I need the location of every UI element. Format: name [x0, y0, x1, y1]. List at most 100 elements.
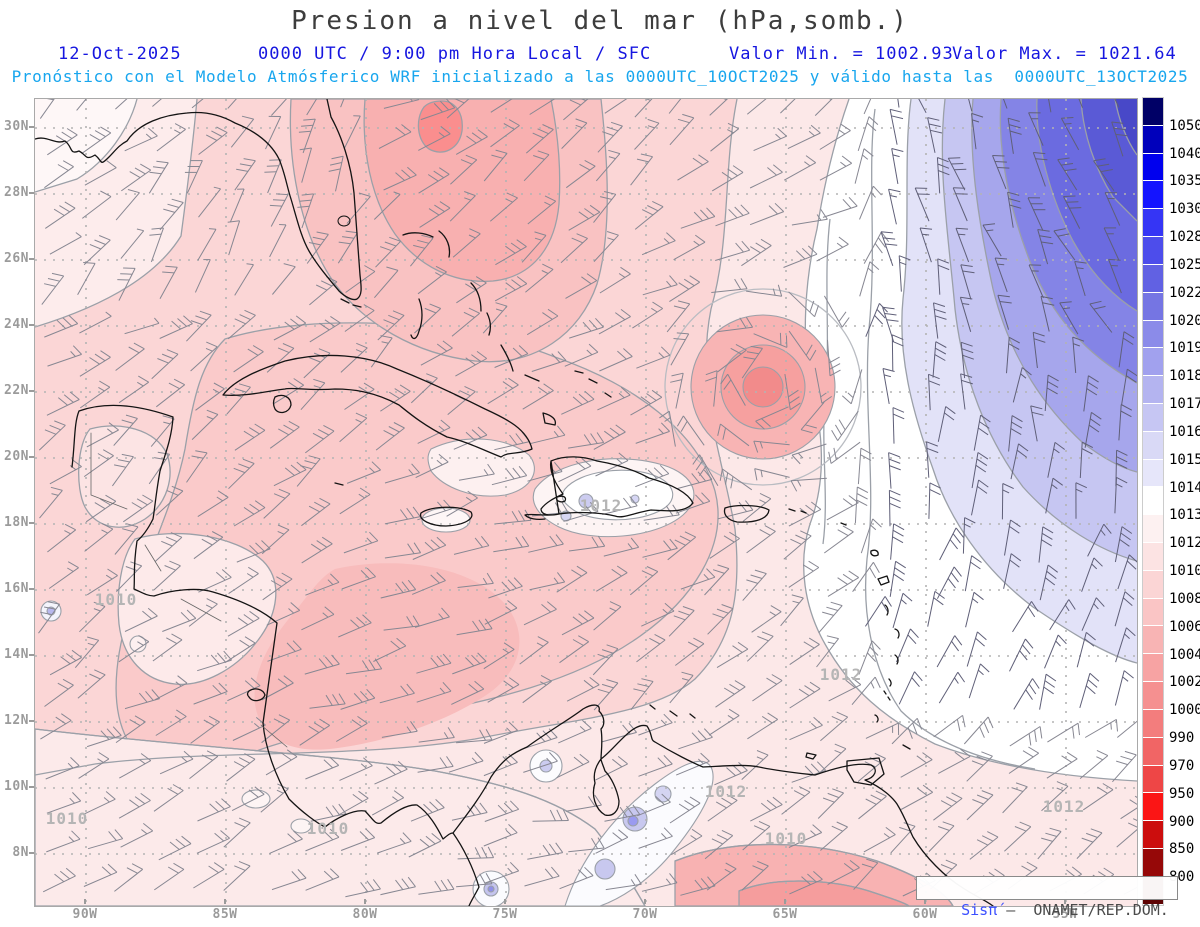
watermark-org: ONAMET/REP.DOM. [1033, 901, 1169, 919]
wind-barb [491, 465, 528, 486]
lon-label: 75W [492, 907, 518, 922]
colorbar-label: 1012 [1169, 535, 1200, 552]
wind-barb [791, 209, 828, 226]
colorbar-label: 1050 [1169, 117, 1200, 134]
wind-barb [818, 601, 843, 634]
wind-barb [680, 568, 716, 590]
wind-barb [936, 635, 963, 668]
wind-barb [854, 486, 869, 524]
lon-tick [784, 899, 786, 904]
colorbar-block [1143, 598, 1163, 627]
colorbar-block [1143, 459, 1163, 488]
wind-barb [860, 518, 882, 554]
wind-barb [716, 641, 749, 669]
wind-barb [115, 189, 140, 221]
wind-barb [188, 598, 218, 627]
wind-barb [153, 560, 181, 591]
wind-barb [692, 454, 719, 486]
lat-label: 26N [4, 251, 29, 266]
colorbar-label: 990 [1169, 730, 1195, 747]
wind-barb [346, 192, 371, 224]
wind-barb [1045, 477, 1063, 514]
wind-barb [113, 414, 138, 446]
wind-barb [159, 315, 193, 339]
wind-barb [882, 306, 899, 342]
wind-barb [418, 167, 450, 194]
wind-barb [1084, 718, 1118, 738]
wind-barb [742, 492, 772, 522]
wind-barb [124, 689, 160, 710]
wind-barb [637, 793, 671, 817]
wind-barb [417, 265, 447, 295]
lat-label: 14N [4, 647, 29, 662]
wind-barb [707, 604, 734, 635]
wind-barb [263, 488, 291, 519]
wind-barb [159, 198, 184, 231]
colorbar-label: 950 [1169, 785, 1195, 802]
wind-barb [890, 523, 905, 560]
wind-barb [529, 425, 566, 445]
wind-barb [49, 232, 82, 255]
wind-barb [418, 126, 451, 151]
colorbar-label: 1040 [1169, 145, 1200, 162]
wind-barb [159, 750, 194, 775]
wind-barb [84, 160, 117, 186]
wind-barb [115, 715, 146, 744]
wind-barb [791, 443, 827, 465]
wind-barb [1114, 476, 1128, 514]
wind-barb [831, 410, 859, 441]
wind-barb [527, 195, 557, 225]
wind-barb [224, 636, 256, 664]
colorbar-label: 1022 [1169, 284, 1200, 301]
wind-barb [593, 601, 622, 631]
wind-barb [741, 238, 772, 267]
wind-barb [1049, 599, 1076, 631]
wind-barb [523, 752, 558, 773]
wind-barb [453, 535, 490, 555]
wind-barb [490, 119, 520, 148]
wind-barb [568, 535, 606, 552]
wind-barb [47, 128, 78, 156]
wind-barb [1115, 627, 1136, 663]
wind-barb [374, 760, 408, 785]
wind-barb [456, 728, 493, 744]
wind-barb [749, 164, 783, 189]
wind-barb [937, 406, 956, 442]
wind-barb [301, 606, 335, 631]
wind-barb [1059, 301, 1079, 335]
colorbar-block [1143, 737, 1163, 766]
wind-barb [1060, 117, 1080, 151]
wind-barb [381, 721, 418, 738]
wind-barb [84, 523, 114, 552]
wind-barb [788, 291, 819, 318]
wind-barb [341, 567, 376, 590]
wind-barb [74, 636, 100, 669]
wind-barb [962, 517, 976, 554]
wind-barb [641, 602, 675, 627]
wind-barb [1083, 375, 1099, 412]
wind-barb [417, 756, 454, 773]
wind-barb [669, 796, 701, 824]
wind-barb [1039, 564, 1059, 601]
wind-barb [233, 345, 264, 373]
wind-barb [666, 300, 691, 333]
wind-barb [47, 345, 82, 367]
colorbar-label: 1030 [1169, 201, 1200, 218]
colorbar-label: 1016 [1169, 423, 1200, 440]
wind-barb [820, 821, 848, 851]
wind-barb [304, 424, 335, 454]
wind-barb [228, 566, 259, 595]
wind-barb [783, 155, 816, 181]
wind-barb [1010, 443, 1029, 480]
wind-barb [345, 658, 383, 675]
wind-barb [456, 276, 487, 304]
wind-barb [456, 618, 493, 636]
wind-barb [380, 384, 411, 412]
wind-barb [197, 490, 229, 518]
wind-barb [680, 876, 716, 896]
watermark-brand: Sisπ́ [961, 901, 998, 919]
wind-barb [1040, 295, 1055, 332]
wind-barb [124, 317, 160, 335]
wind-barb [676, 469, 713, 490]
wind-barb [261, 524, 290, 555]
